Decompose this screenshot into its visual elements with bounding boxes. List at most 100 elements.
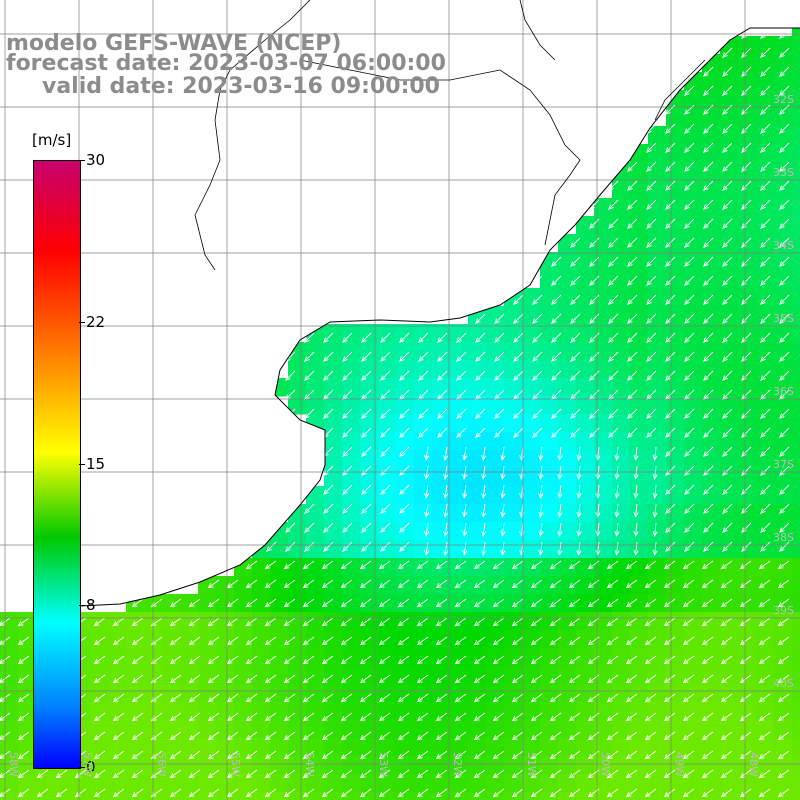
field-cell bbox=[432, 666, 451, 685]
wind-arrow bbox=[703, 199, 714, 210]
wind-arrow bbox=[589, 408, 600, 419]
wind-arrow bbox=[760, 142, 771, 153]
wind-arrow-head bbox=[264, 601, 271, 608]
field-cell bbox=[594, 198, 613, 217]
field-cell bbox=[468, 684, 487, 703]
field-cell bbox=[576, 450, 595, 469]
wind-arrow bbox=[703, 370, 714, 381]
wind-arrow-head bbox=[131, 753, 138, 760]
wind-arrow bbox=[475, 313, 486, 324]
wind-arrow-head bbox=[513, 318, 519, 324]
field-cell bbox=[414, 468, 433, 487]
wind-arrow-head bbox=[378, 715, 385, 722]
wind-arrow bbox=[665, 104, 676, 115]
wind-arrow bbox=[760, 408, 771, 419]
wind-arrow-head bbox=[283, 658, 290, 665]
wind-arrow-head bbox=[722, 128, 728, 134]
field-cell bbox=[522, 468, 541, 487]
wind-arrow bbox=[577, 446, 581, 460]
field-cell bbox=[738, 576, 757, 595]
wind-arrow-head bbox=[722, 71, 728, 77]
field-cell bbox=[432, 324, 451, 343]
wind-arrow bbox=[341, 579, 353, 588]
field-cell bbox=[756, 666, 775, 685]
field-cell bbox=[0, 792, 19, 800]
field-cell bbox=[666, 756, 685, 775]
wind-arrow-head bbox=[93, 677, 100, 684]
wind-arrow-head bbox=[0, 772, 5, 778]
wind-arrow-head bbox=[378, 753, 385, 760]
wind-arrow bbox=[323, 484, 334, 495]
wind-arrow bbox=[646, 389, 657, 400]
wind-arrow-head bbox=[701, 715, 708, 722]
wind-arrow-head bbox=[340, 639, 347, 646]
wind-arrow bbox=[132, 750, 144, 759]
wind-arrow-head bbox=[549, 734, 556, 741]
wind-arrow-head bbox=[380, 375, 386, 381]
field-cell bbox=[522, 486, 541, 505]
wind-arrow bbox=[665, 541, 676, 552]
wind-arrow bbox=[645, 693, 657, 702]
field-cell bbox=[162, 702, 181, 721]
wind-arrow bbox=[75, 769, 87, 778]
wind-arrow-head bbox=[646, 223, 652, 229]
wind-arrow-head bbox=[760, 166, 766, 172]
wind-arrow-head bbox=[492, 715, 499, 722]
field-cell bbox=[684, 396, 703, 415]
field-cell bbox=[702, 180, 721, 199]
wind-arrow bbox=[702, 750, 714, 759]
wind-arrow-head bbox=[549, 791, 556, 798]
wind-arrow bbox=[304, 370, 315, 381]
wind-arrow-head bbox=[530, 791, 537, 798]
wind-arrow bbox=[341, 560, 353, 569]
wind-arrow-head bbox=[644, 620, 651, 627]
wind-arrow-head bbox=[779, 413, 785, 419]
wind-arrow bbox=[437, 370, 448, 381]
wind-arrow bbox=[189, 750, 201, 759]
wind-arrow-head bbox=[361, 451, 367, 457]
field-cell bbox=[684, 720, 703, 739]
field-cell bbox=[684, 144, 703, 163]
wind-arrow bbox=[189, 636, 201, 645]
wind-arrow bbox=[539, 484, 543, 498]
wind-arrow bbox=[323, 541, 334, 552]
wind-arrow bbox=[570, 389, 581, 400]
field-cell bbox=[774, 36, 793, 55]
wind-arrow bbox=[425, 503, 429, 517]
wind-arrow-head bbox=[665, 242, 671, 248]
field-cell bbox=[756, 720, 775, 739]
wind-arrow bbox=[759, 693, 771, 702]
wind-arrow-head bbox=[703, 451, 709, 457]
wind-arrow-head bbox=[435, 563, 442, 570]
wind-arrow bbox=[550, 712, 562, 721]
field-cell bbox=[432, 540, 451, 559]
field-cell bbox=[612, 360, 631, 379]
field-cell bbox=[648, 558, 667, 577]
wind-arrow bbox=[113, 769, 125, 778]
field-cell bbox=[648, 756, 667, 775]
field-cell bbox=[576, 270, 595, 289]
wind-arrow bbox=[493, 750, 505, 759]
wind-arrow-head bbox=[665, 109, 671, 115]
wind-arrow-head bbox=[722, 242, 728, 248]
wind-arrow bbox=[721, 579, 733, 588]
field-cell bbox=[774, 360, 793, 379]
wind-arrow bbox=[398, 598, 410, 607]
field-cell bbox=[324, 378, 343, 397]
wind-arrow-head bbox=[665, 299, 671, 305]
wind-arrow-head bbox=[435, 753, 442, 760]
wind-arrow bbox=[463, 503, 467, 517]
wind-arrow bbox=[360, 712, 372, 721]
field-cell bbox=[612, 504, 631, 523]
wind-arrow-head bbox=[701, 563, 708, 570]
wind-arrow-head bbox=[112, 753, 119, 760]
wind-arrow bbox=[284, 579, 296, 588]
field-cell bbox=[432, 450, 451, 469]
wind-arrow-head bbox=[684, 299, 690, 305]
wind-arrow bbox=[380, 408, 391, 419]
wind-arrow-head bbox=[283, 677, 290, 684]
wind-arrow-head bbox=[321, 677, 328, 684]
wind-arrow-head bbox=[627, 337, 633, 343]
wind-arrow bbox=[684, 522, 695, 533]
field-cell bbox=[792, 720, 800, 739]
